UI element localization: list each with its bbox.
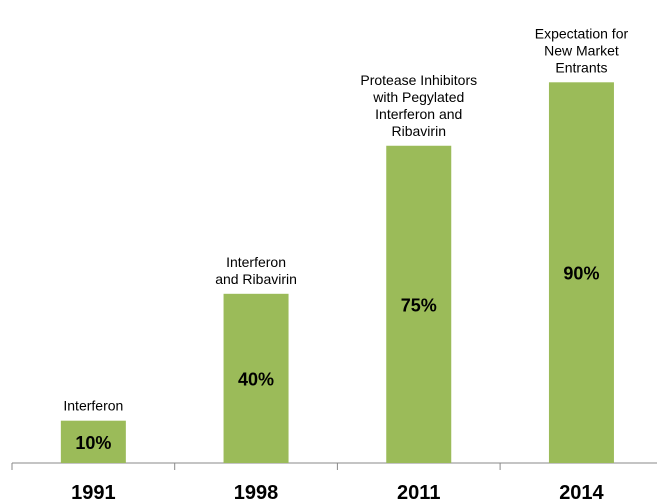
x-tick-label: 1998 bbox=[234, 482, 279, 502]
value-label: 90% bbox=[563, 264, 599, 284]
annotation: with Pegylated bbox=[372, 89, 464, 105]
annotation: New Market bbox=[544, 42, 619, 58]
annotation: Interferon and bbox=[375, 106, 462, 122]
annotation: and Ribavirin bbox=[215, 271, 297, 287]
value-label: 75% bbox=[401, 295, 437, 315]
annotation: Ribavirin bbox=[392, 123, 446, 139]
value-label: 10% bbox=[75, 433, 111, 453]
x-tick-label: 2011 bbox=[397, 482, 440, 502]
annotation: Interferon bbox=[63, 398, 123, 414]
bar bbox=[60, 420, 126, 463]
bar bbox=[548, 82, 614, 464]
bar bbox=[386, 145, 452, 463]
value-label: 40% bbox=[238, 369, 274, 389]
annotation: Protease Inhibitors bbox=[360, 72, 477, 88]
annotation: Entrants bbox=[555, 59, 607, 75]
bar bbox=[223, 293, 289, 463]
annotation: Expectation for bbox=[535, 25, 629, 41]
annotation: Interferon bbox=[226, 254, 286, 270]
x-tick-label: 1991 bbox=[71, 482, 116, 502]
x-tick-label: 2014 bbox=[559, 482, 604, 502]
